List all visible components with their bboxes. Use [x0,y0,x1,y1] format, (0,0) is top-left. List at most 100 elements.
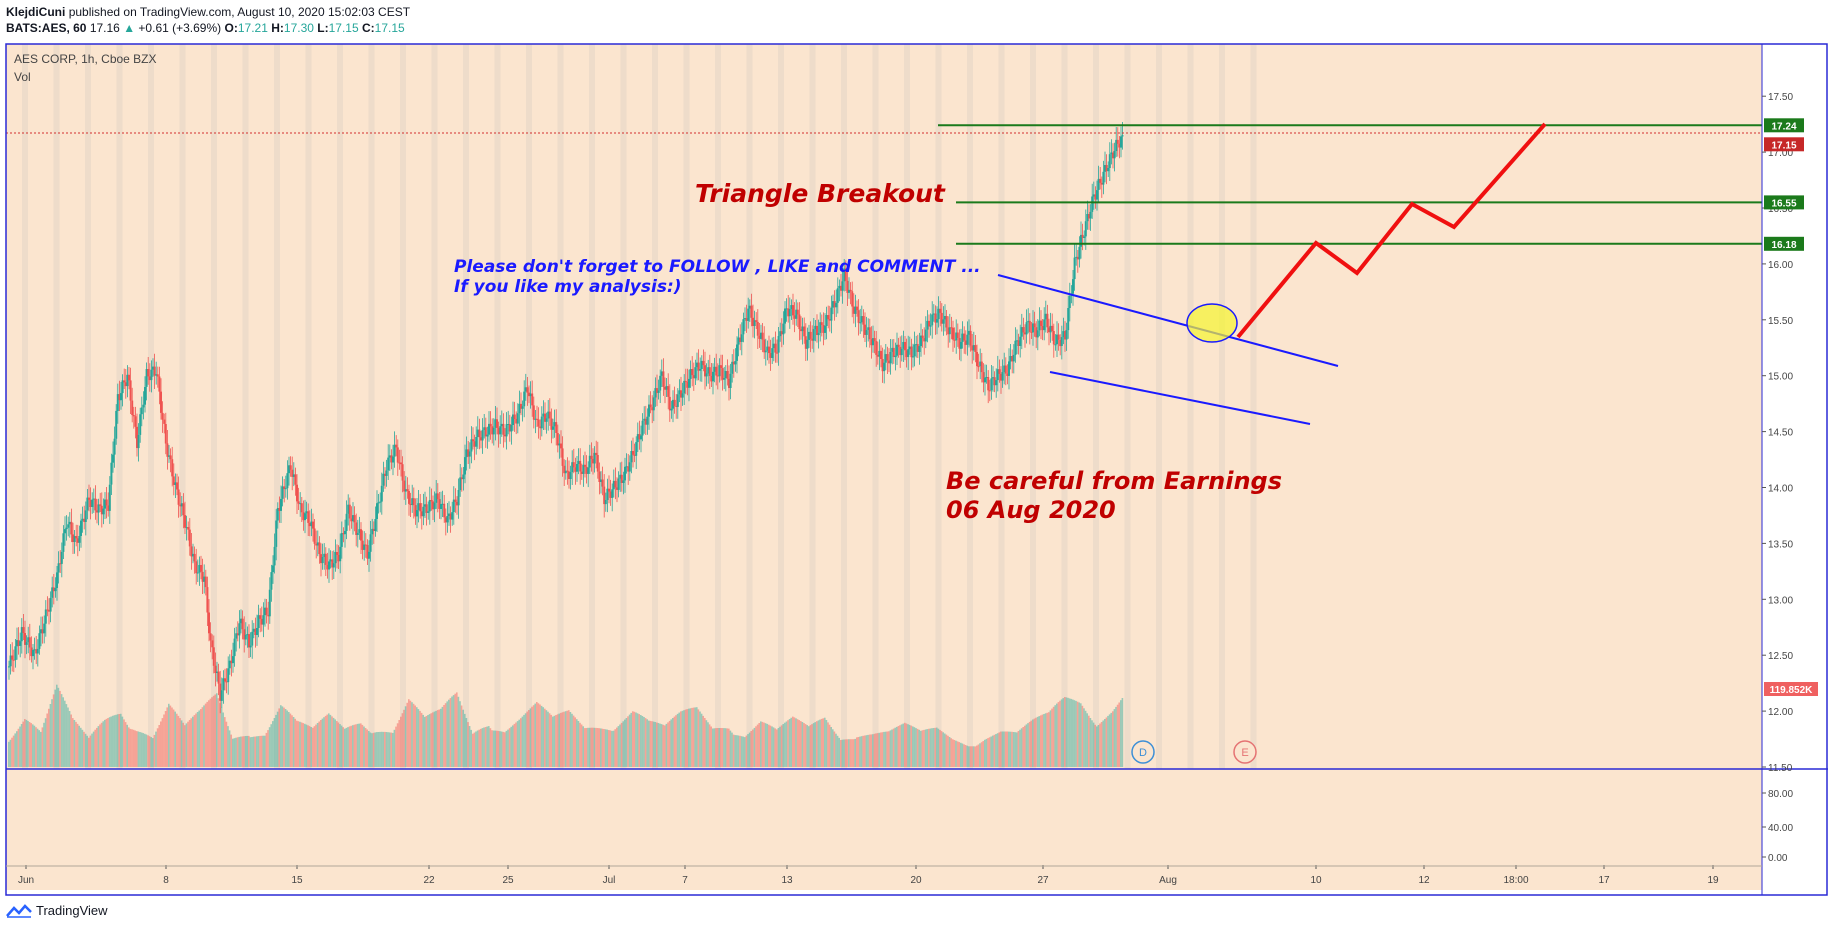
candle-body [900,348,903,356]
candle-body [337,555,340,562]
volume-bar [420,712,423,767]
volume-bar [832,729,834,767]
volume-bar [560,712,562,767]
volume-bar [464,713,466,767]
volume-bar [329,714,332,767]
session-band [53,44,60,769]
volume-bar [918,729,920,767]
volume-bar [254,736,256,767]
volume-bar [515,722,517,767]
volume-bar [1108,714,1111,767]
candle-body [684,380,687,382]
volume-bar [697,709,700,767]
volume-bar [248,735,250,767]
volume-bar [369,732,372,767]
candle-body [372,528,375,531]
volume-bar [734,735,736,767]
volume-bar [171,707,173,767]
candle-body [486,434,489,437]
volume-bar [672,718,674,767]
volume-bar [616,727,618,767]
dividend-marker-label: D [1139,747,1147,759]
candle-body [364,544,367,546]
volume-bar [470,729,472,767]
volume-bar [169,705,172,767]
candle-body [660,371,663,376]
volume-bar [534,703,536,767]
volume-bar [761,721,764,767]
volume-bar [384,731,386,767]
candle-body [1038,320,1041,331]
candle-body [1044,313,1047,320]
candle-body [964,340,967,345]
volume-bar [740,736,743,767]
tradingview-logo-icon[interactable] [6,903,32,918]
candle-body [161,412,164,420]
volume-bar [1075,700,1077,767]
volume-bar [1036,716,1039,767]
volume-bar [497,730,500,767]
candle-body [524,387,527,392]
session-band [998,44,1005,769]
volume-bar [177,715,180,767]
candle-body [670,408,673,411]
volume-bar [246,735,248,767]
candle-body [766,346,769,351]
candle-body [756,321,759,336]
session-band [1061,44,1068,769]
candle-body [752,317,754,326]
volume-bar [348,726,351,767]
volume-bar [916,728,919,767]
candle-body [696,362,698,368]
dividend-marker[interactable] [1131,740,1155,764]
candle-body [182,503,185,516]
volume-bar [272,721,274,767]
volume-bar [531,706,533,767]
candle-body [827,315,830,320]
volume-bar [1083,708,1085,767]
volume-bar [296,720,298,767]
volume-bar [928,728,930,767]
candle-body [17,640,20,646]
volume-bar [825,720,828,767]
brand-name[interactable]: TradingView [36,903,108,918]
candle-body [297,501,300,504]
volume-bar [920,730,922,767]
earnings-marker[interactable] [1233,740,1257,764]
candle-body [846,280,849,293]
candle-body [993,377,996,386]
candle-body [521,406,524,409]
volume-bar [166,707,168,767]
volume-bar [625,718,628,767]
volume-bar [104,719,106,767]
volume-bar [51,699,53,767]
volume-bar [267,730,269,767]
volume-bar [886,731,888,767]
volume-bar [89,735,92,767]
candle-body [500,423,503,427]
candle-body [275,520,278,547]
volume-bar [982,741,984,767]
candle-body [692,375,695,379]
volume-bar [596,728,599,767]
session-band [1156,44,1162,769]
candle-body [291,469,294,477]
candle-body [484,427,487,437]
volume-bar [913,727,916,767]
volume-bar [628,714,631,767]
volume-bar [123,719,125,767]
volume-bar [875,733,877,767]
candle-body [203,576,206,582]
volume-bar [324,715,327,767]
candle-body [875,341,878,355]
candle-body [700,360,703,369]
volume-bar [374,732,376,767]
candle-body [923,338,926,342]
volume-bar [862,735,864,767]
session-band [148,44,154,769]
candle-body [888,360,890,364]
candle-body [481,430,484,441]
volume-bar [657,723,660,767]
candle-body [708,367,711,376]
author-name[interactable]: KlejdiCuni [6,5,66,19]
